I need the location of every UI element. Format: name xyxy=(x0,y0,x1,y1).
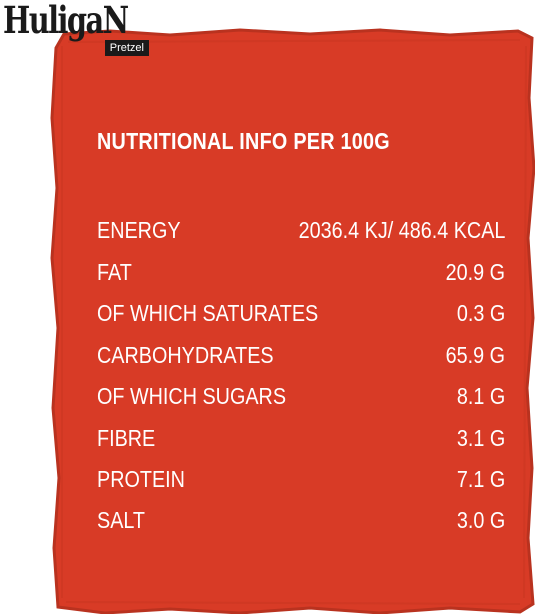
nutrient-value: 20.9 G xyxy=(445,259,505,285)
nutrition-row-sugars: OF WHICH SUGARS 8.1 G xyxy=(97,383,505,413)
nutrient-value: 65.9 G xyxy=(445,342,505,368)
brand-tagline: Pretzel xyxy=(104,40,149,56)
nutrition-row-energy: ENERGY 2036.4 KJ/ 486.4 KCAL xyxy=(97,217,505,247)
nutrient-label: OF WHICH SATURATES xyxy=(97,300,319,326)
nutrient-value: 2036.4 KJ/ 486.4 KCAL xyxy=(298,217,505,243)
nutrient-value: 8.1 G xyxy=(456,383,505,409)
nutrition-row-saturates: OF WHICH SATURATES 0.3 G xyxy=(97,300,505,330)
nutrition-title: NUTRITIONAL INFO PER 100G xyxy=(97,128,390,154)
nutrient-label: SALT xyxy=(97,507,146,533)
nutrient-label: PROTEIN xyxy=(97,466,185,492)
nutrient-label: ENERGY xyxy=(97,217,181,243)
nutrient-value: 0.3 G xyxy=(456,300,505,326)
brush-frame-shape xyxy=(50,28,535,614)
nutrition-row-protein: PROTEIN 7.1 G xyxy=(97,466,505,496)
nutrition-row-carbohydrates: CARBOHYDRATES 65.9 G xyxy=(97,342,505,372)
nutrition-row-fibre: FIBRE 3.1 G xyxy=(97,425,505,455)
nutrient-label: FAT xyxy=(97,259,132,285)
nutrition-row-fat: FAT 20.9 G xyxy=(97,259,505,289)
brand-name: HuligaN xyxy=(3,0,129,42)
nutrient-label: OF WHICH SUGARS xyxy=(97,383,287,409)
nutrient-value: 3.0 G xyxy=(456,507,505,533)
nutrient-value: 3.1 G xyxy=(456,425,505,451)
nutrient-label: FIBRE xyxy=(97,425,156,451)
nutrient-value: 7.1 G xyxy=(456,466,505,492)
nutrient-label: CARBOHYDRATES xyxy=(97,342,274,368)
brand-logo: HuligaN Pretzel xyxy=(3,0,153,60)
nutrition-row-salt: SALT 3.0 G xyxy=(97,507,505,537)
nutrition-panel-background xyxy=(50,28,535,614)
